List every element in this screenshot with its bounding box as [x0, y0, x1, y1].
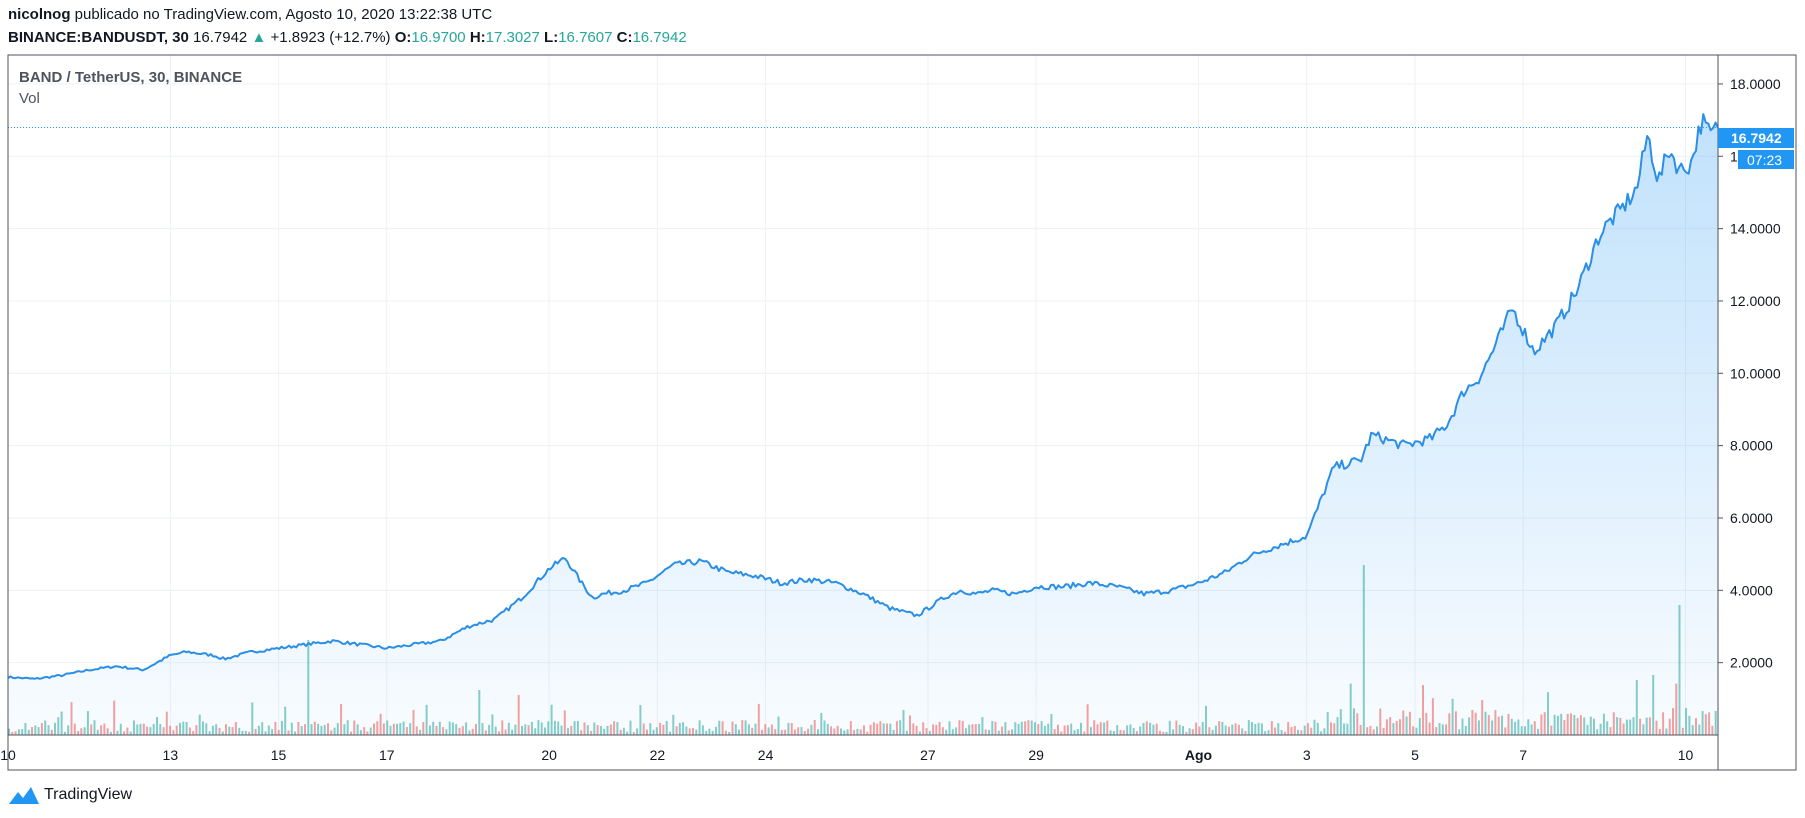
- symbol-name[interactable]: BINANCE:BANDUSDT, 30: [8, 29, 189, 46]
- y-tick-label: 14.0000: [1730, 221, 1781, 237]
- change-arrow-icon: ▲: [251, 29, 267, 46]
- x-tick-label: 20: [541, 747, 557, 763]
- close-label: C:: [616, 29, 633, 46]
- high-label: H:: [469, 29, 486, 46]
- x-tick-label: 17: [379, 747, 395, 763]
- y-tick-label: 18.0000: [1730, 76, 1781, 92]
- x-tick-label: 24: [758, 747, 774, 763]
- last-price-tag: 16.7942 07:23: [1718, 128, 1794, 169]
- x-tick-label: 29: [1028, 747, 1044, 763]
- y-tick-label: 6.0000: [1730, 510, 1773, 526]
- low-label: L:: [544, 29, 559, 46]
- close-value: 16.7942: [632, 29, 687, 46]
- symbol-info-bar: BINANCE:BANDUSDT, 30 16.7942 ▲ +1.8923 (…: [8, 29, 687, 46]
- tradingview-logo-icon: [9, 787, 39, 804]
- open-label: O:: [394, 29, 412, 46]
- x-tick-label: 15: [271, 747, 287, 763]
- x-tick-label: 3: [1303, 747, 1311, 763]
- low-value: 16.7607: [558, 29, 613, 46]
- y-tick-label: 4.0000: [1730, 582, 1773, 598]
- x-tick-label: 13: [163, 747, 179, 763]
- price-line: [7, 113, 1719, 680]
- bar-countdown: 07:23: [1747, 152, 1782, 168]
- publish-info: nicolnog publicado no TradingView.com, A…: [8, 6, 492, 23]
- last-price-tag-value: 16.7942: [1731, 130, 1782, 146]
- x-tick-label: Ago: [1185, 747, 1212, 763]
- price-area-fill: [8, 114, 1718, 736]
- x-tick-label: 10: [0, 747, 16, 763]
- plot-frame: [7, 54, 1797, 771]
- y-tick-label: 2.0000: [1730, 655, 1773, 671]
- footer-brand[interactable]: TradingView: [8, 784, 132, 806]
- open-value: 16.9700: [411, 29, 466, 46]
- y-tick-label: 10.0000: [1730, 365, 1781, 381]
- x-tick-label: 10: [1678, 747, 1694, 763]
- x-tick-label: 5: [1411, 747, 1419, 763]
- y-tick-label: 8.0000: [1730, 438, 1773, 454]
- author-name[interactable]: nicolnog: [8, 6, 71, 23]
- high-value: 17.3027: [485, 29, 540, 46]
- x-tick-label: 22: [650, 747, 666, 763]
- price-chart[interactable]: 2.0000 4.0000 6.0000 8.0000 10.0000 12.0000 14…: [0, 0, 1805, 775]
- publish-text: publicado no TradingView.com, Agosto 10,…: [74, 6, 493, 23]
- legend-volume[interactable]: Vol: [19, 90, 40, 107]
- x-tick-label: 27: [920, 747, 936, 763]
- legend-title[interactable]: BAND / TetherUS, 30, BINANCE: [19, 69, 242, 86]
- y-tick-label: 12.0000: [1730, 293, 1781, 309]
- price-change: +1.8923 (+12.7%): [270, 29, 391, 46]
- brand-name: TradingView: [44, 786, 133, 803]
- time-axis[interactable]: 10 13 15 17 20 22 24 27 29 Ago 3 5 7 10: [0, 747, 1693, 763]
- last-price: 16.7942: [193, 29, 248, 46]
- x-tick-label: 7: [1519, 747, 1527, 763]
